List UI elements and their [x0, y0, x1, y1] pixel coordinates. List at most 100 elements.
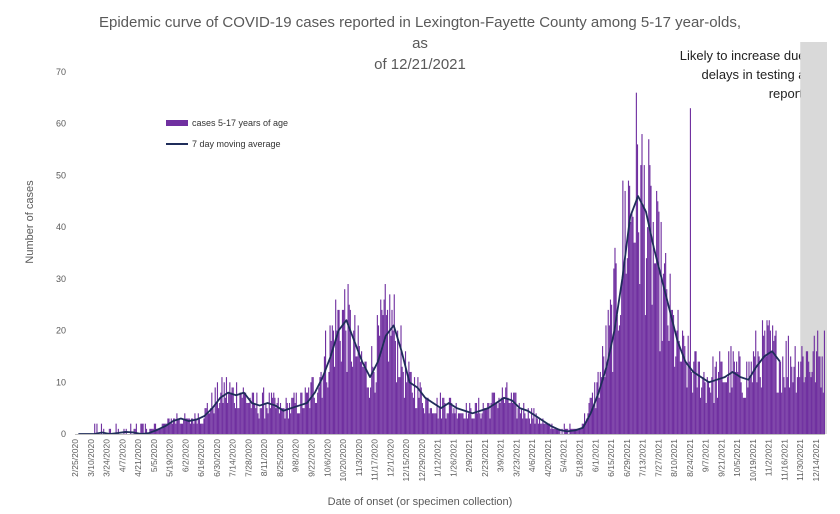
case-bar: [808, 361, 810, 434]
case-bar: [403, 397, 405, 434]
case-bar: [320, 371, 322, 434]
case-bar: [667, 325, 669, 434]
case-bar: [295, 392, 297, 434]
case-bar: [282, 408, 284, 434]
case-bar: [103, 428, 105, 434]
case-bar: [535, 413, 537, 434]
case-bar: [553, 428, 555, 434]
case-bar: [370, 387, 372, 434]
case-bar: [444, 402, 446, 434]
case-bar: [176, 413, 178, 434]
case-bar: [795, 392, 797, 434]
case-bar: [608, 325, 610, 434]
case-bar: [384, 284, 386, 434]
case-bar: [422, 408, 425, 434]
case-bar: [551, 423, 553, 434]
case-bar: [382, 315, 384, 434]
case-bar: [810, 377, 812, 434]
case-bar: [218, 408, 220, 434]
case-bar: [161, 423, 163, 434]
case-bar: [626, 258, 628, 434]
x-tick-label: 8/24/2021: [685, 439, 695, 477]
case-bar: [772, 325, 774, 434]
x-tick-label: 4/6/2021: [527, 439, 537, 472]
case-bar: [759, 377, 761, 434]
case-bar: [270, 392, 273, 434]
case-bar: [313, 397, 315, 434]
case-bar: [604, 377, 606, 434]
case-bar: [644, 315, 646, 434]
case-bar: [536, 418, 538, 434]
x-tick-label: 11/2/2021: [764, 439, 774, 476]
case-bar: [427, 397, 429, 434]
case-bar: [720, 361, 722, 434]
x-tick-label: 8/10/2021: [669, 439, 679, 477]
case-bar: [356, 356, 358, 434]
case-bar: [303, 408, 305, 434]
case-bar: [243, 392, 246, 434]
case-bar: [296, 413, 298, 434]
case-bar: [799, 377, 801, 434]
case-bar: [435, 413, 437, 434]
x-tick-label: 9/8/2020: [291, 439, 301, 472]
case-bar: [223, 382, 225, 434]
case-bar: [286, 402, 288, 434]
case-bar: [779, 361, 782, 434]
case-bar: [340, 361, 342, 434]
x-tick-label: 6/15/2021: [606, 439, 616, 477]
case-bar: [651, 304, 653, 434]
case-bar: [281, 408, 283, 434]
case-bar: [222, 402, 224, 434]
case-bar: [674, 366, 676, 434]
case-bar: [225, 377, 228, 434]
case-bar: [741, 392, 743, 434]
case-bar: [186, 418, 188, 434]
case-bar: [434, 413, 436, 434]
case-bar: [813, 335, 815, 434]
case-bar: [678, 340, 680, 434]
case-bar: [803, 382, 805, 434]
case-bar: [643, 165, 645, 435]
case-bar: [400, 325, 402, 434]
case-bar: [308, 387, 310, 434]
case-bar: [712, 356, 714, 434]
case-bar: [767, 325, 769, 434]
case-bar: [183, 418, 185, 434]
case-bar: [590, 397, 592, 434]
case-bar: [96, 423, 98, 434]
case-bar: [288, 402, 291, 434]
x-tick-label: 4/20/2021: [543, 439, 553, 477]
case-bar: [732, 351, 734, 434]
case-bar: [413, 377, 416, 434]
case-bar: [272, 397, 274, 434]
case-bar: [796, 377, 798, 434]
case-bar: [159, 428, 161, 434]
case-bar: [579, 428, 581, 434]
case-bar: [749, 377, 751, 434]
case-bar: [429, 408, 431, 434]
case-bar: [181, 423, 184, 434]
case-bar: [781, 392, 783, 434]
case-bar: [516, 418, 518, 434]
x-tick-label: 4/21/2020: [133, 439, 143, 477]
case-bar: [603, 356, 605, 434]
case-bar: [621, 284, 623, 434]
y-tick-label: 30: [56, 274, 66, 284]
case-bar: [696, 387, 698, 434]
case-bar: [594, 382, 596, 434]
case-bar: [602, 346, 604, 434]
case-bar: [806, 351, 809, 434]
case-bar: [174, 418, 176, 434]
case-bar: [179, 423, 181, 434]
case-bar: [211, 392, 213, 434]
case-bar: [569, 423, 571, 434]
case-bar: [709, 387, 711, 434]
case-bar: [782, 356, 784, 434]
case-bar: [563, 423, 565, 434]
case-bar: [196, 423, 198, 434]
case-bar: [654, 263, 657, 434]
case-bar: [178, 418, 180, 434]
x-tick-label: 8/11/2020: [259, 439, 269, 476]
case-bar: [748, 361, 750, 434]
case-bar: [518, 402, 520, 434]
